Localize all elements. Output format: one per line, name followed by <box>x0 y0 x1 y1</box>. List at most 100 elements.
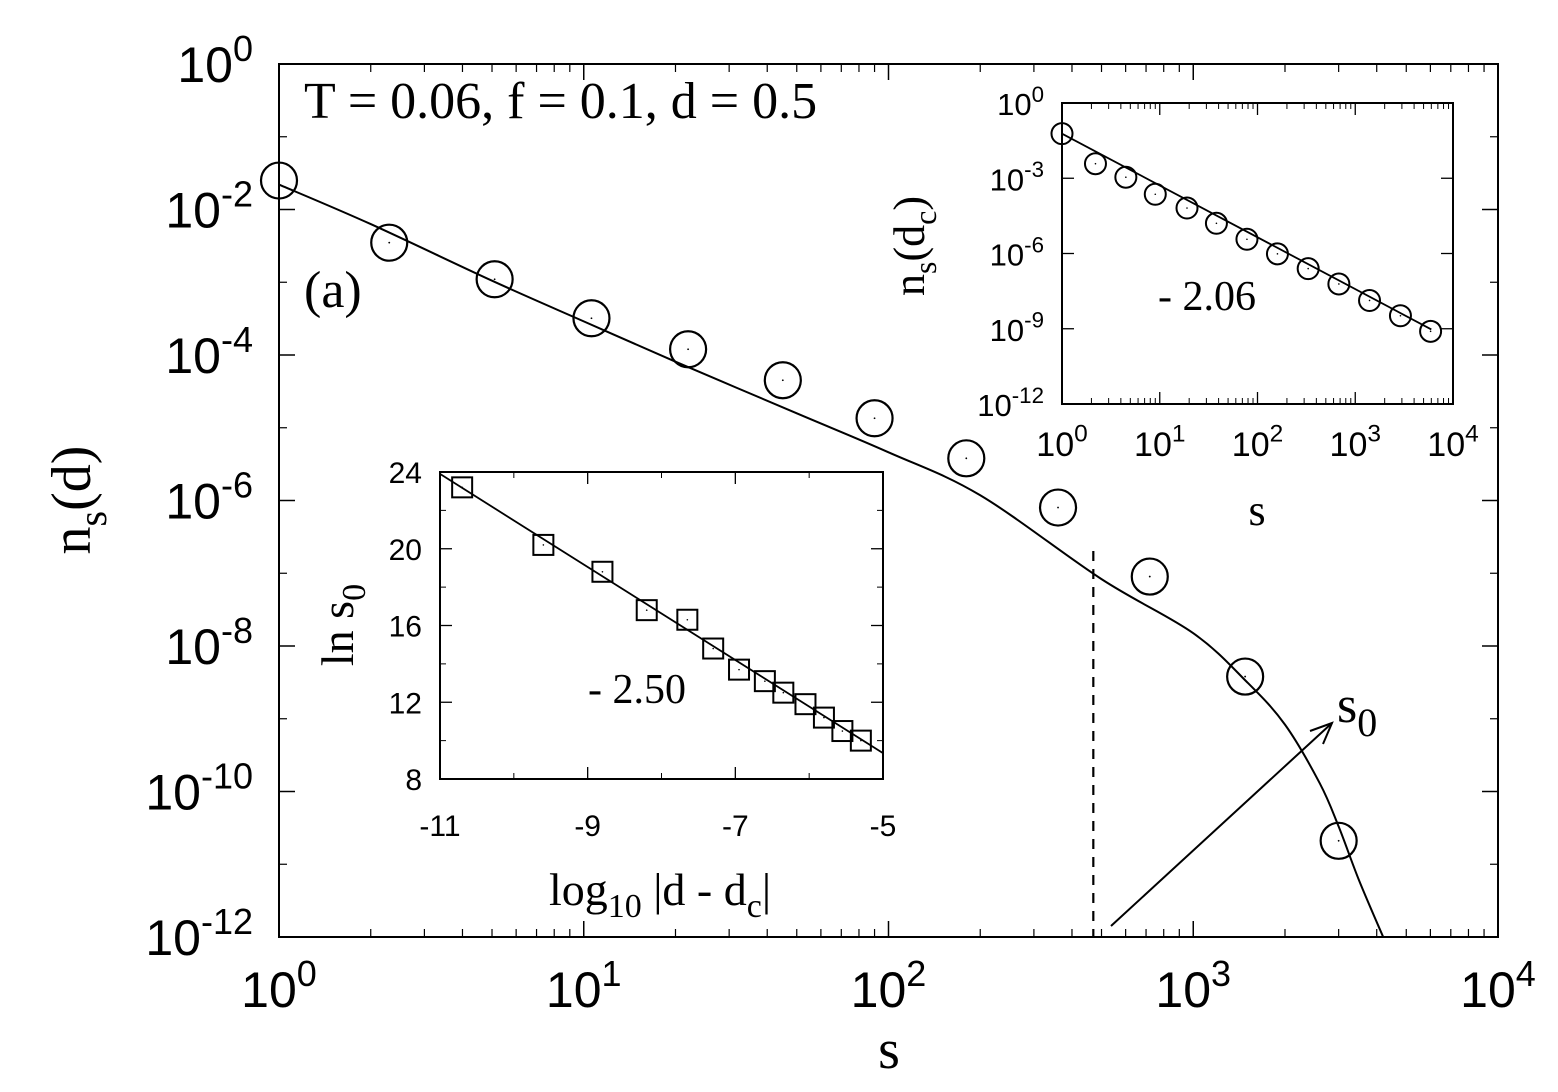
y-axis-label-main: n <box>41 526 103 554</box>
y-tick-label-base: 10 <box>145 910 201 966</box>
data-point-circle <box>572 299 611 338</box>
y-tick-label-base: 10 <box>990 162 1024 197</box>
s0-label: s0 <box>1337 677 1377 745</box>
x-tick-label: -9 <box>574 810 601 843</box>
x-tick-label-exp: 0 <box>297 953 317 994</box>
x-tick-label-exp: 3 <box>1367 421 1381 448</box>
x-tick-label: 104 <box>1427 421 1478 464</box>
y-tick-label-exp: 0 <box>233 28 253 69</box>
x-tick-label-exp: 2 <box>1270 421 1284 448</box>
data-point-circle <box>1419 319 1443 343</box>
y-axis-label-sub: 0 <box>336 584 373 601</box>
data-point-circle <box>1296 257 1320 281</box>
data-point-center <box>542 544 545 546</box>
x-tick-label-base: 10 <box>241 962 297 1018</box>
data-point-circle <box>763 361 802 400</box>
data-point-center <box>965 457 968 460</box>
y-tick-label: 10-10 <box>145 756 253 821</box>
data-point-center <box>1148 575 1151 578</box>
y-tick-label-exp: -12 <box>201 901 253 942</box>
data-point-center <box>1094 162 1097 165</box>
data-point-center <box>764 680 766 682</box>
data-point-circle <box>1327 272 1351 296</box>
data-point-circle <box>1226 657 1265 696</box>
y-axis-label: ns(dc) <box>885 196 943 296</box>
x-tick-label: 101 <box>546 953 622 1018</box>
y-tick-label-exp: -4 <box>221 319 253 360</box>
y-tick-label-base: 10 <box>990 313 1024 348</box>
data-point-center <box>1307 267 1309 270</box>
y-tick-label-exp: 0 <box>1032 82 1044 107</box>
y-axis-label-tail: (d <box>885 225 934 262</box>
data-point-circle <box>1175 196 1199 220</box>
x-axis-label-mid: |d - d <box>642 864 747 915</box>
x-axis-label-sub: 10 <box>608 888 642 925</box>
data-point-center <box>1368 299 1371 302</box>
x-tick-label-exp: 3 <box>1211 953 1231 994</box>
data-point-center <box>781 379 784 382</box>
y-tick-label-base: 10 <box>177 37 233 93</box>
inset-background <box>440 472 883 779</box>
data-point-square <box>728 658 751 681</box>
slope-label: - 2.06 <box>1158 274 1256 320</box>
data-point-center <box>1215 222 1218 225</box>
x-tick-label-exp: 1 <box>602 953 622 994</box>
x-tick-label: 100 <box>1036 421 1087 464</box>
inset-chart-bottom-left: -11 -9 -7 -5 8 12 16 20 24 - 2.50 log10 |d - dc| ln… <box>312 457 896 925</box>
s0-arrow-shaft <box>1110 722 1333 927</box>
data-point-square <box>676 608 699 631</box>
y-tick-label: 16 <box>389 611 422 644</box>
fit-curve <box>278 183 1385 938</box>
data-point-square <box>772 681 795 704</box>
y-tick-label-base: 10 <box>977 388 1011 423</box>
y-tick-label-base: 10 <box>145 765 201 821</box>
data-point-square <box>849 729 872 752</box>
x-tick-label-exp: 1 <box>1172 421 1186 448</box>
y-tick-label: 100 <box>997 82 1044 122</box>
x-tick-label-base: 10 <box>1134 426 1172 464</box>
data-point-center <box>782 691 785 694</box>
y-axis-label-close: ) <box>885 196 934 211</box>
y-tick-label: 10-6 <box>165 465 253 530</box>
data-point-center <box>1125 176 1127 179</box>
data-point-square <box>635 599 658 622</box>
data-point-circle <box>1235 227 1259 251</box>
x-tick-label: 103 <box>1330 421 1381 464</box>
y-tick-label-base: 10 <box>165 328 221 384</box>
data-point-circle <box>1204 211 1228 235</box>
data-point-center <box>645 609 648 611</box>
slope-label: - 2.50 <box>588 667 686 713</box>
parameter-annotation: T = 0.06, f = 0.1, d = 0.5 <box>304 73 817 130</box>
x-tick-label: 103 <box>1155 953 1231 1018</box>
data-point-center <box>686 618 689 621</box>
data-point-square <box>794 693 817 716</box>
data-point-center <box>601 570 604 573</box>
y-tick-label-exp: -6 <box>221 465 253 506</box>
data-point-center <box>1429 330 1432 333</box>
data-point-center <box>860 739 862 742</box>
y-axis-label-tail: (d) <box>41 446 103 511</box>
y-tick-label-base: 10 <box>165 619 221 675</box>
y-tick-label: 100 <box>177 28 253 93</box>
x-tick-label-exp: 4 <box>1465 421 1479 448</box>
x-tick-label: 102 <box>851 953 927 1018</box>
y-tick-label-exp: -12 <box>1012 383 1044 408</box>
y-tick-label-base: 10 <box>165 183 221 239</box>
y-tick-label-exp: -6 <box>1024 232 1044 257</box>
x-tick-label-exp: 0 <box>1074 421 1088 448</box>
data-point-center <box>1154 193 1157 196</box>
y-tick-label: 10-6 <box>990 232 1044 272</box>
x-tick-label-base: 10 <box>1330 426 1368 464</box>
s0-label-main: s <box>1337 677 1357 734</box>
data-point-center <box>1244 675 1247 678</box>
data-point-center <box>1057 506 1059 509</box>
data-point-center <box>1338 283 1340 285</box>
data-point-center <box>738 668 740 671</box>
y-axis-label-sub: s <box>70 511 115 527</box>
y-tick-label-base: 10 <box>997 87 1031 122</box>
data-point-center <box>388 241 391 244</box>
data-point-center <box>461 486 463 489</box>
y-tick-label-exp: -3 <box>1024 157 1044 182</box>
